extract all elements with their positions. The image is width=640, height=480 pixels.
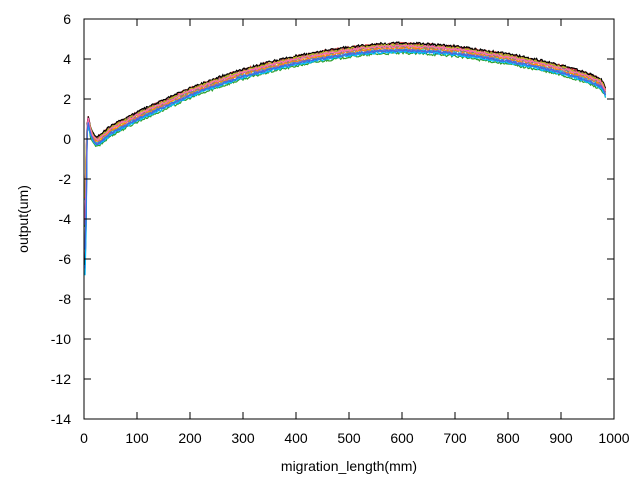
x-tick-label: 400: [284, 430, 308, 446]
y-tick-label: 6: [63, 11, 71, 27]
x-tick-label: 800: [496, 430, 520, 446]
series-line: [84, 49, 607, 250]
series-line: [84, 51, 607, 228]
x-tick-label: 300: [231, 430, 255, 446]
x-tick-label: 900: [549, 430, 573, 446]
y-tick-label: -6: [59, 251, 72, 267]
series-line: [84, 48, 607, 249]
y-tick-label: 0: [63, 131, 71, 147]
series-line: [84, 45, 607, 248]
y-tick-label: -12: [51, 371, 71, 387]
series-line: [84, 48, 607, 225]
y-tick-label: 4: [63, 51, 71, 67]
y-tick-label: -4: [59, 211, 72, 227]
series-line: [84, 43, 607, 198]
y-tick-label: -2: [59, 171, 72, 187]
tick-layer: 0 100 200 300 400 500 600 700 800 900 1000 -14 -12 -1…: [51, 11, 630, 446]
x-tick-label: 0: [80, 430, 88, 446]
x-axis-label: migration_length(mm): [281, 458, 417, 474]
series-layer: [84, 41, 607, 276]
y-tick-label: -14: [51, 411, 71, 427]
series-line: [84, 49, 607, 276]
y-tick-label: -10: [51, 331, 71, 347]
y-tick-label: 2: [63, 91, 71, 107]
x-tick-label: 1000: [598, 430, 629, 446]
series-line: [84, 44, 607, 221]
series-line: [84, 46, 607, 199]
x-tick-label: 700: [443, 430, 467, 446]
x-tick-label: 100: [125, 430, 149, 446]
series-line: [84, 42, 607, 221]
x-tick-label: 600: [390, 430, 414, 446]
series-line: [84, 43, 607, 269]
series-line: [84, 46, 607, 201]
plot-frame: [83, 18, 615, 420]
series-line: [84, 41, 607, 266]
x-tick-label: 500: [337, 430, 361, 446]
x-tick-label: 200: [178, 430, 202, 446]
y-axis-label: output(um): [15, 185, 31, 253]
series-line: [84, 44, 607, 246]
y-tick-label: -8: [59, 291, 72, 307]
